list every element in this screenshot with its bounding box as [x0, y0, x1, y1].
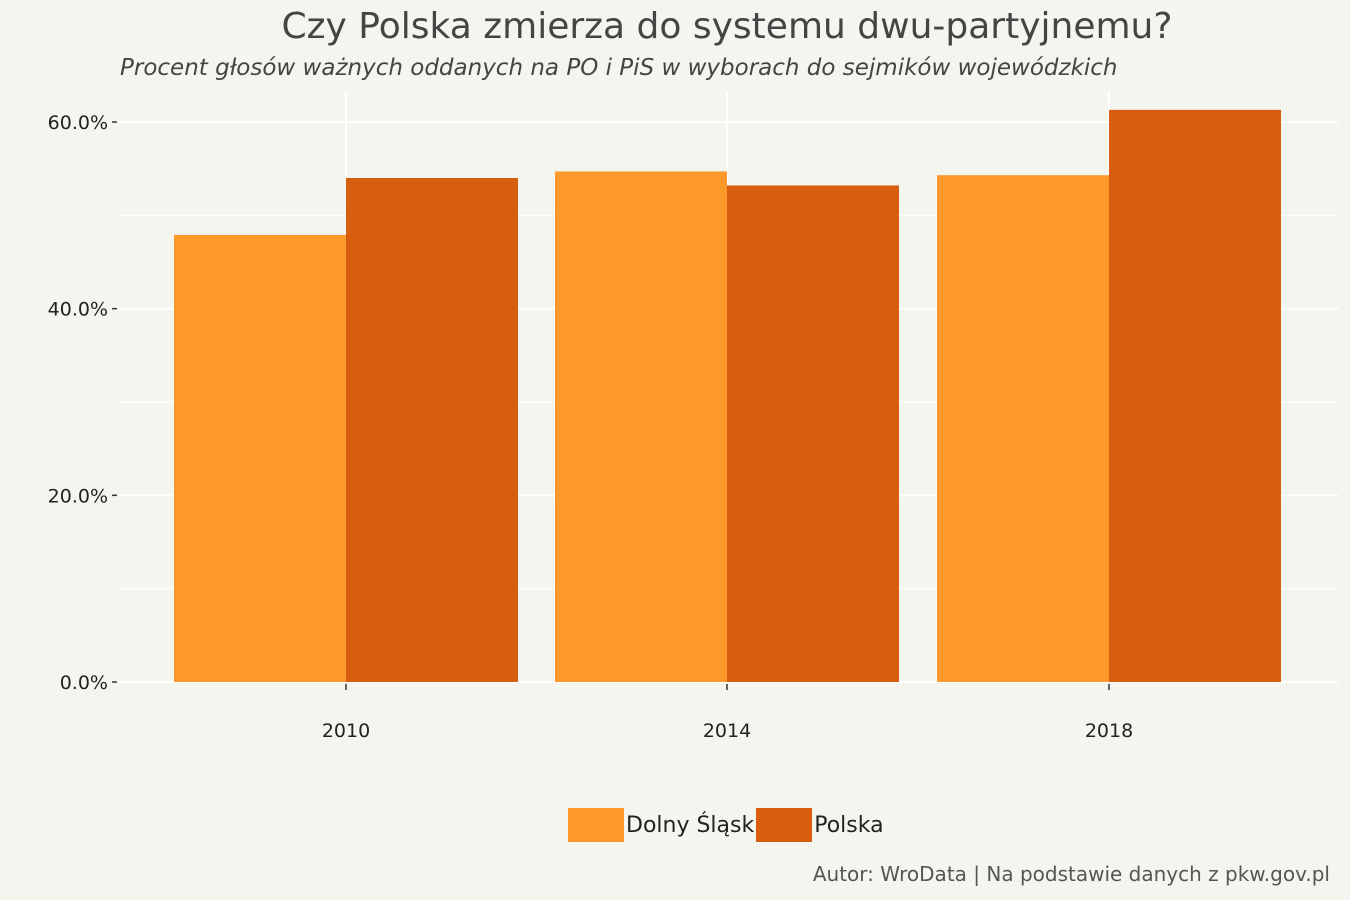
y-tick-label: 60.0%	[48, 112, 108, 134]
legend-label-dolny-slask: Dolny Śląsk	[626, 812, 755, 838]
bar-dolny-slask-2014	[555, 171, 727, 682]
legend-item-polska: Polska	[756, 808, 885, 842]
legend-label-polska: Polska	[814, 812, 884, 838]
y-tick-label: 40.0%	[48, 299, 108, 321]
y-tick-label: 0.0%	[60, 672, 108, 694]
bar-dolny-slask-2018	[937, 175, 1109, 682]
legend-swatch-polska	[756, 808, 813, 842]
bar-polska-2014	[727, 185, 899, 682]
bar-dolny-slask-2010	[174, 234, 346, 682]
source-caption: Autor: WroData | Na podstawie danych z p…	[812, 862, 1330, 886]
x-tick-label: 2014	[703, 720, 751, 742]
bar-polska-2018	[1109, 109, 1281, 682]
x-tick-label: 2010	[322, 720, 370, 742]
chart-title: Czy Polska zmierza do systemu dwu-partyj…	[281, 6, 1173, 47]
legend-swatch-dolny-slask	[568, 808, 624, 842]
chart-subtitle: Procent głosów ważnych oddanych na PO i …	[120, 55, 1118, 81]
legend: Dolny Śląsk Polska	[568, 808, 886, 842]
bar-polska-2010	[346, 178, 518, 682]
y-tick-label: 20.0%	[48, 485, 108, 507]
x-tick-label: 2018	[1085, 720, 1133, 742]
legend-item-dolny-slask: Dolny Śląsk	[568, 808, 756, 842]
